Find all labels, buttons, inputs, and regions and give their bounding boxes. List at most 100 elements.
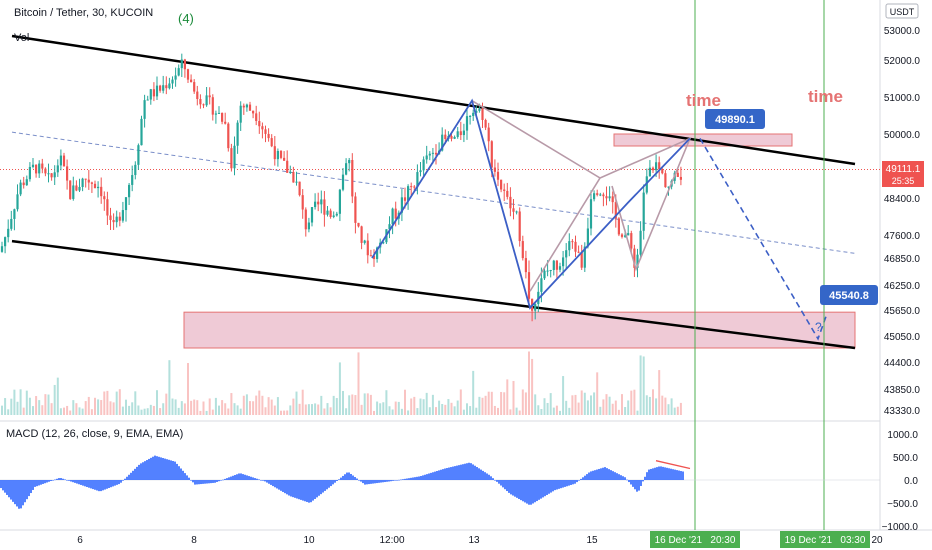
macd-bar-32: [64, 479, 66, 481]
macd-bar-299: [598, 468, 600, 480]
volume-bar-217: [673, 407, 676, 415]
macd-bar-13: [26, 480, 28, 500]
volume-bar-65: [202, 401, 205, 415]
macd-tick-2: 0.0: [904, 476, 918, 487]
volume-bar-79: [245, 394, 248, 415]
candle-148: [459, 121, 462, 141]
volume-bar-8: [25, 390, 28, 415]
macd-bar-39: [78, 480, 80, 485]
macd-bar-22: [44, 480, 46, 484]
target-low-label[interactable]: 45540.8: [820, 285, 878, 305]
macd-label: MACD (12, 26, close, 9, EMA, EMA): [6, 428, 183, 440]
macd-bar-277: [554, 480, 556, 491]
volume-bar-73: [227, 408, 230, 415]
price-tick-11: 43850.0: [884, 385, 921, 396]
volume-bar-202: [627, 400, 630, 415]
candle-156: [484, 118, 487, 131]
macd-bar-126: [252, 477, 254, 480]
target-high-label[interactable]: 49890.1: [705, 109, 765, 129]
macd-bar-20: [40, 480, 42, 485]
volume-bar-78: [242, 395, 245, 415]
macd-bar-128: [256, 478, 258, 480]
candle-72: [224, 112, 227, 125]
countdown-value: 25:35: [892, 176, 915, 186]
macd-bar-89: [178, 466, 180, 480]
volume-bar-143: [444, 404, 447, 415]
macd-bar-209: [418, 476, 420, 480]
macd-bar-214: [428, 473, 430, 480]
time-axis[interactable]: 6 8 10 12:00 13 15 20: [77, 535, 883, 546]
candle-25: [78, 178, 81, 192]
macd-bar-66: [132, 470, 134, 480]
volume-bar-52: [162, 403, 165, 415]
volume-bar-119: [369, 394, 372, 415]
volume-bar-191: [593, 392, 596, 415]
macd-bar-305: [610, 470, 612, 480]
macd-bar-213: [426, 474, 428, 480]
volume-bar-129: [400, 408, 403, 415]
macd-bar-104: [208, 480, 210, 484]
volume-bar-134: [416, 408, 419, 415]
macd-bar-135: [270, 480, 272, 485]
forecast-path: [699, 137, 827, 341]
candle-209: [648, 160, 651, 177]
candle-120: [372, 249, 376, 267]
price-axis[interactable]: 53000.0 52000.0 51000.0 50000.0 48400.0 47600…: [882, 26, 921, 533]
macd-bar-293: [586, 474, 588, 480]
macd-bar-61: [122, 480, 124, 481]
currency-badge[interactable]: [885, 3, 919, 19]
macd-bar-302: [604, 467, 606, 480]
macd-bar-166: [332, 480, 334, 485]
macd-bar-323: [646, 472, 648, 480]
candle-1: [4, 236, 7, 254]
volume-bar-178: [552, 407, 555, 415]
candle-53: [165, 76, 168, 95]
macd-bar-59: [118, 480, 120, 485]
volume-bar-84: [261, 395, 264, 415]
volume-bar-42: [131, 402, 134, 415]
volume-bar-160: [497, 407, 499, 415]
price-tick-4: 48400.0: [884, 194, 921, 205]
time-marker-1-text: 16 Dec '21 20:30: [655, 535, 736, 546]
macd-bar-239: [478, 468, 480, 480]
volume-bar-175: [543, 398, 546, 415]
macd-bar-100: [200, 480, 202, 485]
candle-178: [552, 259, 555, 276]
macd-bar-73: [146, 460, 148, 480]
volume-bar-148: [459, 389, 462, 415]
macd-bar-272: [544, 480, 546, 497]
candle-202: [627, 225, 630, 236]
volume-bar-169: [524, 392, 527, 415]
candle-152: [472, 109, 475, 121]
candle-163: [506, 182, 509, 200]
macd-bar-98: [196, 480, 198, 485]
macd-tick-3: −500.0: [887, 499, 918, 510]
volume-bar-124: [385, 390, 388, 415]
volume-bar-208: [645, 395, 648, 415]
macd-bar-102: [204, 480, 206, 484]
volume-bar-35: [109, 401, 112, 415]
macd-bar-190: [380, 480, 382, 483]
volume-bar-207: [642, 356, 645, 415]
volume-bar-26: [81, 408, 84, 415]
volume-bar-188: [583, 392, 586, 415]
macd-bar-308: [616, 473, 618, 480]
macd-bar-24: [48, 480, 50, 482]
volume-bar-69: [214, 397, 217, 415]
time-tick-1: 8: [191, 535, 197, 546]
candle-61: [190, 74, 193, 83]
candle-32: [100, 177, 103, 204]
macd-bar-233: [466, 463, 468, 480]
candle-208: [645, 168, 648, 195]
macd-bar-7: [14, 480, 16, 505]
price-tick-12: 43330.0: [884, 406, 921, 417]
macd-bar-266: [532, 480, 534, 504]
volume-bar-88: [273, 405, 276, 415]
price-tick-0: 53000.0: [884, 26, 921, 37]
candle-135: [419, 162, 422, 177]
candle-11: [35, 164, 38, 178]
wave-gray-path: [471, 100, 692, 292]
macd-bar-1: [2, 480, 4, 491]
macd-bar-159: [318, 480, 320, 496]
